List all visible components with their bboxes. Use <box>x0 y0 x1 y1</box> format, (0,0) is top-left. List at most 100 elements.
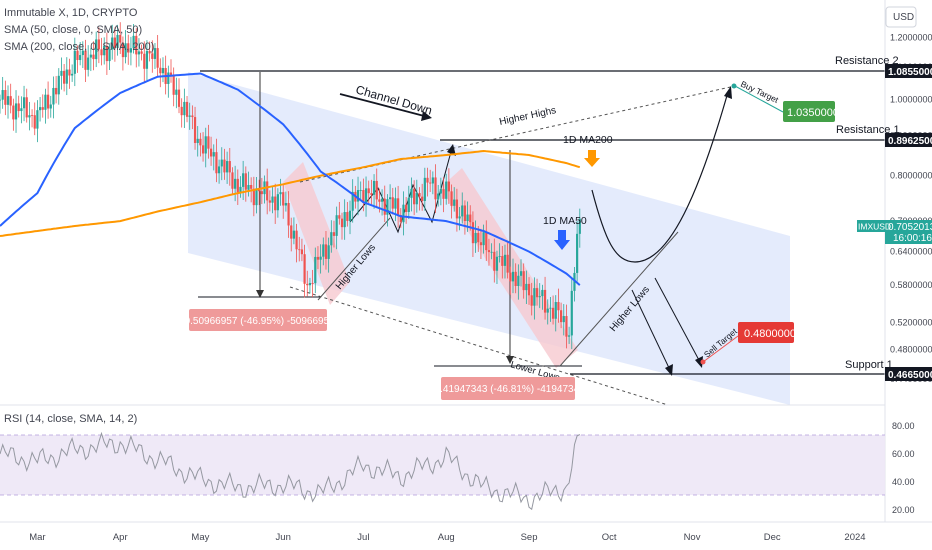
rsi-legend[interactable]: RSI (14, close, SMA, 14, 2) <box>4 413 138 425</box>
candle-body <box>348 210 352 221</box>
candle-body <box>372 180 376 195</box>
candle-body <box>380 198 384 202</box>
candle-body <box>298 249 301 251</box>
candle-body <box>421 196 424 201</box>
candle-body <box>215 152 218 174</box>
candle-body <box>578 218 581 234</box>
candle-body <box>535 288 539 298</box>
candle-body <box>410 188 413 198</box>
candle-body <box>196 138 199 143</box>
candle-body <box>124 43 127 58</box>
currency-box[interactable] <box>885 6 917 28</box>
candle-body <box>191 115 194 118</box>
projection-sell-path-1 <box>631 289 671 371</box>
candle-body <box>183 101 186 116</box>
candle-body <box>362 190 365 203</box>
sma200-line <box>0 149 581 237</box>
candle-body <box>511 271 515 282</box>
sma200-legend[interactable]: SMA (200, close, 0, SMA, 200) <box>4 41 155 53</box>
candle-body <box>25 97 28 118</box>
candle-body <box>226 161 229 173</box>
candle-body <box>509 272 512 282</box>
countdown: 16:00:16 <box>893 233 932 244</box>
x-tick-label: Nov <box>684 532 701 543</box>
candle-body <box>506 254 509 273</box>
sell-target-dot <box>700 359 706 365</box>
candle-body <box>49 104 52 109</box>
candle-body <box>461 205 464 217</box>
candle-body <box>169 72 173 76</box>
candle-body <box>314 256 317 284</box>
candle-body <box>22 97 26 109</box>
candle-body <box>517 275 520 286</box>
candle-body <box>76 50 79 61</box>
rsi-line <box>0 431 581 511</box>
candle-body <box>378 199 381 202</box>
candle-body <box>9 96 12 106</box>
candle-body <box>217 166 221 174</box>
candle-body <box>423 177 426 201</box>
candle-body <box>119 34 122 43</box>
candle-body <box>311 283 314 284</box>
candle-body <box>282 192 285 206</box>
candle-body <box>57 75 60 95</box>
y-tick-label: 1.20000000 <box>890 33 932 43</box>
candle-body <box>250 184 253 189</box>
candlestick-series <box>0 22 581 350</box>
candle-body <box>33 115 36 129</box>
candle-body <box>17 103 20 112</box>
candle-body <box>386 199 389 215</box>
x-tick-label: May <box>191 532 209 543</box>
ma50-label: 1D MA50 <box>543 215 587 227</box>
x-tick-label: Aug <box>438 532 455 543</box>
x-tick-label: Mar <box>29 532 45 543</box>
candle-body <box>554 302 557 319</box>
y-tick-label: 0.48000000 <box>890 345 932 355</box>
candle-body <box>413 188 416 205</box>
candle-body <box>199 138 202 146</box>
candle-body <box>364 188 368 203</box>
candle-body <box>236 178 239 193</box>
candle-body <box>14 103 18 120</box>
candle-body <box>220 159 223 167</box>
candle-body <box>185 101 189 117</box>
candle-body <box>519 271 523 276</box>
candle-body <box>276 194 279 211</box>
sma50-legend[interactable]: SMA (50, close, 0, SMA, 50) <box>4 24 143 36</box>
rsi-tick-label: 80.00 <box>892 421 915 431</box>
candle-body <box>455 199 458 219</box>
candle-body <box>252 188 255 206</box>
candle-body <box>557 302 560 311</box>
symbol-legend[interactable]: Immutable X, 1D, CRYPTO <box>4 7 138 19</box>
candle-body <box>458 216 461 219</box>
candle-body <box>543 289 547 313</box>
current-symbol: IMXUSD <box>858 222 891 232</box>
drop1-box <box>189 309 327 331</box>
candle-body <box>231 172 234 189</box>
candle-body <box>546 308 549 313</box>
candle-body <box>522 271 525 291</box>
x-tick-label: Dec <box>764 532 781 543</box>
sell-target-price: 0.48000000 <box>744 328 802 340</box>
candle-body <box>103 45 106 56</box>
resistance2-label: Resistance 2 <box>835 55 899 67</box>
candle-body <box>306 283 309 286</box>
ma50-blue-arrow <box>554 230 570 250</box>
candle-body <box>340 218 344 228</box>
candle-body <box>255 188 258 206</box>
resistance1-price-tag <box>885 133 932 147</box>
candle-body <box>399 214 402 223</box>
candle-body <box>52 87 55 105</box>
candle-body <box>228 161 231 173</box>
candle-body <box>426 177 429 183</box>
candle-body <box>407 197 410 212</box>
resistance2-price: 1.08550000 <box>888 67 932 78</box>
candle-body <box>493 251 496 271</box>
candle-body <box>84 50 87 70</box>
candle-body <box>143 53 146 69</box>
candle-body <box>397 198 400 215</box>
candle-body <box>274 196 277 211</box>
candle-body <box>63 70 66 84</box>
candle-body <box>485 232 488 251</box>
